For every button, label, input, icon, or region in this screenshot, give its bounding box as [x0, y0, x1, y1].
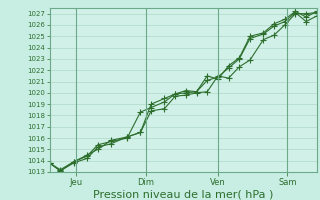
X-axis label: Pression niveau de la mer( hPa ): Pression niveau de la mer( hPa ) — [93, 189, 273, 199]
